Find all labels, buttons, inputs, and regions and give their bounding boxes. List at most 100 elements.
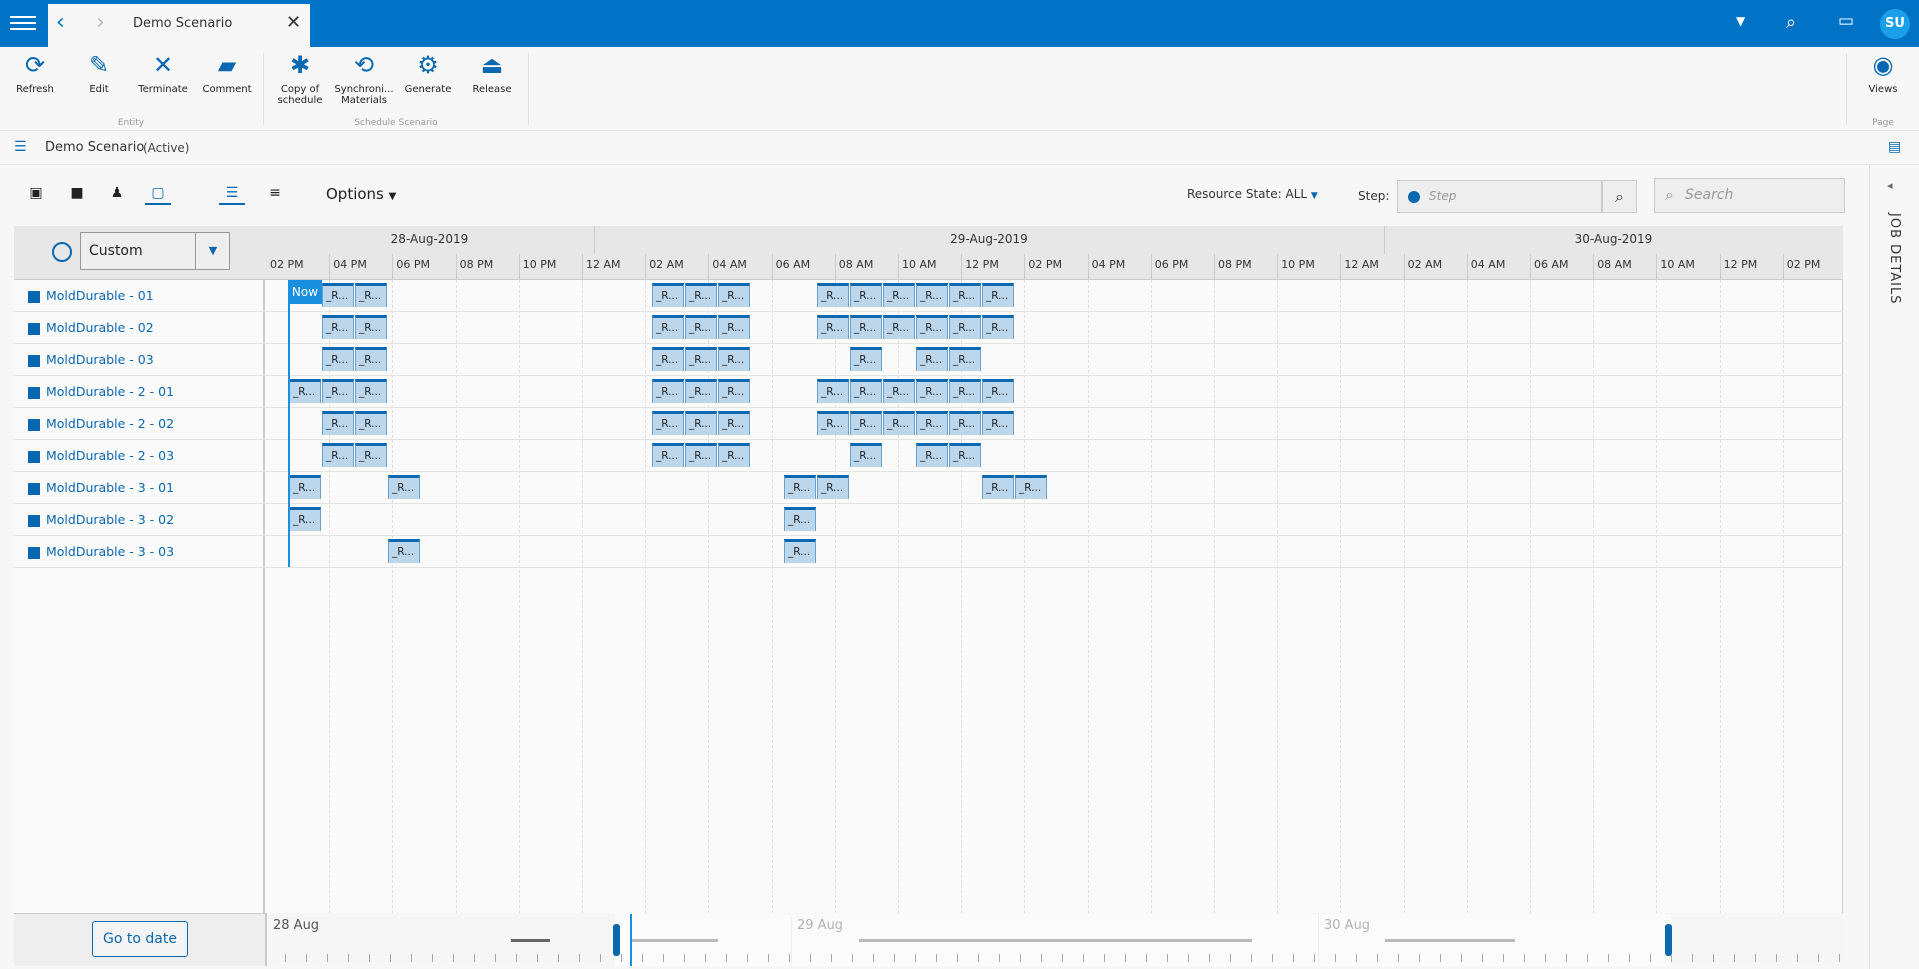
job-bar[interactable]: _R... <box>916 443 948 467</box>
job-bar[interactable]: _R... <box>883 315 915 339</box>
gantt-view-icon[interactable]: ☰ <box>219 181 245 205</box>
job-bar[interactable]: _R... <box>355 347 387 371</box>
job-bar[interactable]: _R... <box>949 347 981 371</box>
resource-name[interactable]: MoldDurable - 2 - 01 <box>46 384 175 399</box>
job-bar[interactable]: _R... <box>685 379 717 403</box>
timeline-handle-left[interactable] <box>613 924 620 956</box>
resource-row[interactable]: MoldDurable - 2 - 03 <box>14 440 265 472</box>
job-bar[interactable]: _R... <box>388 539 420 563</box>
job-bar[interactable]: _R... <box>817 379 849 403</box>
list-view-icon[interactable]: ≡ <box>269 185 281 201</box>
job-bar[interactable]: _R... <box>685 283 717 307</box>
resource-view-icon[interactable]: ▢ <box>145 181 171 205</box>
job-bar[interactable]: _R... <box>652 411 684 435</box>
resource-row[interactable]: MoldDurable - 2 - 01 <box>14 376 265 408</box>
timeline-handle-right[interactable] <box>1665 924 1672 956</box>
job-bar[interactable]: _R... <box>355 411 387 435</box>
job-bar[interactable]: _R... <box>718 347 750 371</box>
copy-schedule-button[interactable]: ✱ Copy of schedule <box>270 52 330 106</box>
job-bar[interactable]: _R... <box>685 347 717 371</box>
synchronize-materials-button[interactable]: ⟲ Synchroni... Materials <box>334 52 394 106</box>
job-bar[interactable]: _R... <box>784 507 816 531</box>
job-bar[interactable]: _R... <box>850 443 882 467</box>
job-bar[interactable]: _R... <box>850 411 882 435</box>
resource-state-filter[interactable]: Resource State: ALL ▼ <box>1187 187 1318 201</box>
release-button[interactable]: ⏏ Release <box>462 52 522 95</box>
resource-name[interactable]: MoldDurable - 01 <box>46 288 154 303</box>
search-icon[interactable]: ⌕ <box>1786 12 1797 33</box>
comment-button[interactable]: ▰ Comment <box>197 52 257 95</box>
job-bar[interactable]: _R... <box>322 315 354 339</box>
job-bar[interactable]: _R... <box>982 411 1014 435</box>
resource-name[interactable]: MoldDurable - 3 - 03 <box>46 544 175 559</box>
job-bar[interactable]: _R... <box>322 443 354 467</box>
resource-name[interactable]: MoldDurable - 3 - 02 <box>46 512 175 527</box>
job-bar[interactable]: _R... <box>718 443 750 467</box>
job-bar[interactable]: _R... <box>850 283 882 307</box>
job-bar[interactable]: _R... <box>685 315 717 339</box>
square-view-icon[interactable]: ■ <box>70 185 84 201</box>
job-bar[interactable]: _R... <box>817 411 849 435</box>
resource-row[interactable]: MoldDurable - 3 - 01 <box>14 472 265 504</box>
job-bar[interactable]: _R... <box>949 443 981 467</box>
job-bar[interactable]: _R... <box>949 379 981 403</box>
range-mode-select[interactable]: Custom ▼ <box>80 232 230 270</box>
job-bar[interactable]: _R... <box>355 379 387 403</box>
job-bar[interactable]: _R... <box>916 315 948 339</box>
resource-row[interactable]: MoldDurable - 01 <box>14 280 265 312</box>
back-arrow-icon[interactable]: ‹ <box>56 10 65 35</box>
job-bar[interactable]: _R... <box>850 379 882 403</box>
step-input[interactable]: Step <box>1397 180 1602 213</box>
job-bar[interactable]: _R... <box>718 411 750 435</box>
job-bar[interactable]: _R... <box>718 379 750 403</box>
edit-button[interactable]: ✎ Edit <box>69 52 129 95</box>
resource-name[interactable]: MoldDurable - 02 <box>46 320 154 335</box>
chat-icon[interactable]: ▭ <box>1838 11 1855 31</box>
search-input[interactable]: ⌕ Search <box>1654 178 1845 213</box>
job-bar[interactable]: _R... <box>982 475 1014 499</box>
avatar[interactable]: SU <box>1880 9 1910 39</box>
job-bar[interactable]: _R... <box>949 411 981 435</box>
timeline-window[interactable] <box>615 914 1671 966</box>
job-bar[interactable]: _R... <box>916 283 948 307</box>
menu-icon[interactable] <box>10 12 36 34</box>
forward-arrow-icon[interactable]: › <box>96 10 105 35</box>
refresh-button[interactable]: ⟳ Refresh <box>5 52 65 95</box>
job-bar[interactable]: _R... <box>883 379 915 403</box>
job-bar[interactable]: _R... <box>289 507 321 531</box>
job-bar[interactable]: _R... <box>1015 475 1047 499</box>
resource-row[interactable]: MoldDurable - 3 - 02 <box>14 504 265 536</box>
job-bar[interactable]: _R... <box>322 283 354 307</box>
job-bar[interactable]: _R... <box>718 283 750 307</box>
terminate-button[interactable]: ✕ Terminate <box>133 52 193 95</box>
resource-row[interactable]: MoldDurable - 3 - 03 <box>14 536 265 568</box>
job-bar[interactable]: _R... <box>388 475 420 499</box>
job-bar[interactable]: _R... <box>817 283 849 307</box>
panel-toggle-icon[interactable]: ▤ <box>1888 139 1902 155</box>
generate-button[interactable]: ⚙ Generate <box>398 52 458 95</box>
go-to-date-button[interactable]: Go to date <box>92 921 188 957</box>
job-bar[interactable]: _R... <box>784 475 816 499</box>
job-bar[interactable]: _R... <box>289 475 321 499</box>
job-bar[interactable]: _R... <box>652 347 684 371</box>
job-bar[interactable]: _R... <box>850 347 882 371</box>
job-bar[interactable]: _R... <box>850 315 882 339</box>
chevron-down-icon[interactable]: ▼ <box>1736 14 1746 28</box>
job-bar[interactable]: _R... <box>949 283 981 307</box>
step-search-button[interactable]: ⌕ <box>1602 180 1637 213</box>
job-bar[interactable]: _R... <box>322 411 354 435</box>
job-bar[interactable]: _R... <box>652 283 684 307</box>
job-bar[interactable]: _R... <box>685 443 717 467</box>
job-bar[interactable]: _R... <box>289 379 321 403</box>
job-bar[interactable]: _R... <box>817 315 849 339</box>
board-view-icon[interactable]: ▣ <box>29 185 43 201</box>
close-icon[interactable]: ✕ <box>286 12 302 33</box>
resource-row[interactable]: MoldDurable - 02 <box>14 312 265 344</box>
collapse-icon[interactable]: ◂ <box>1887 179 1893 192</box>
options-dropdown[interactable]: Options ▼ <box>326 185 396 203</box>
job-bar[interactable]: _R... <box>322 379 354 403</box>
job-bar[interactable]: _R... <box>652 379 684 403</box>
job-bar[interactable]: _R... <box>784 539 816 563</box>
person-view-icon[interactable]: ♟ <box>110 185 124 201</box>
job-bar[interactable]: _R... <box>916 379 948 403</box>
